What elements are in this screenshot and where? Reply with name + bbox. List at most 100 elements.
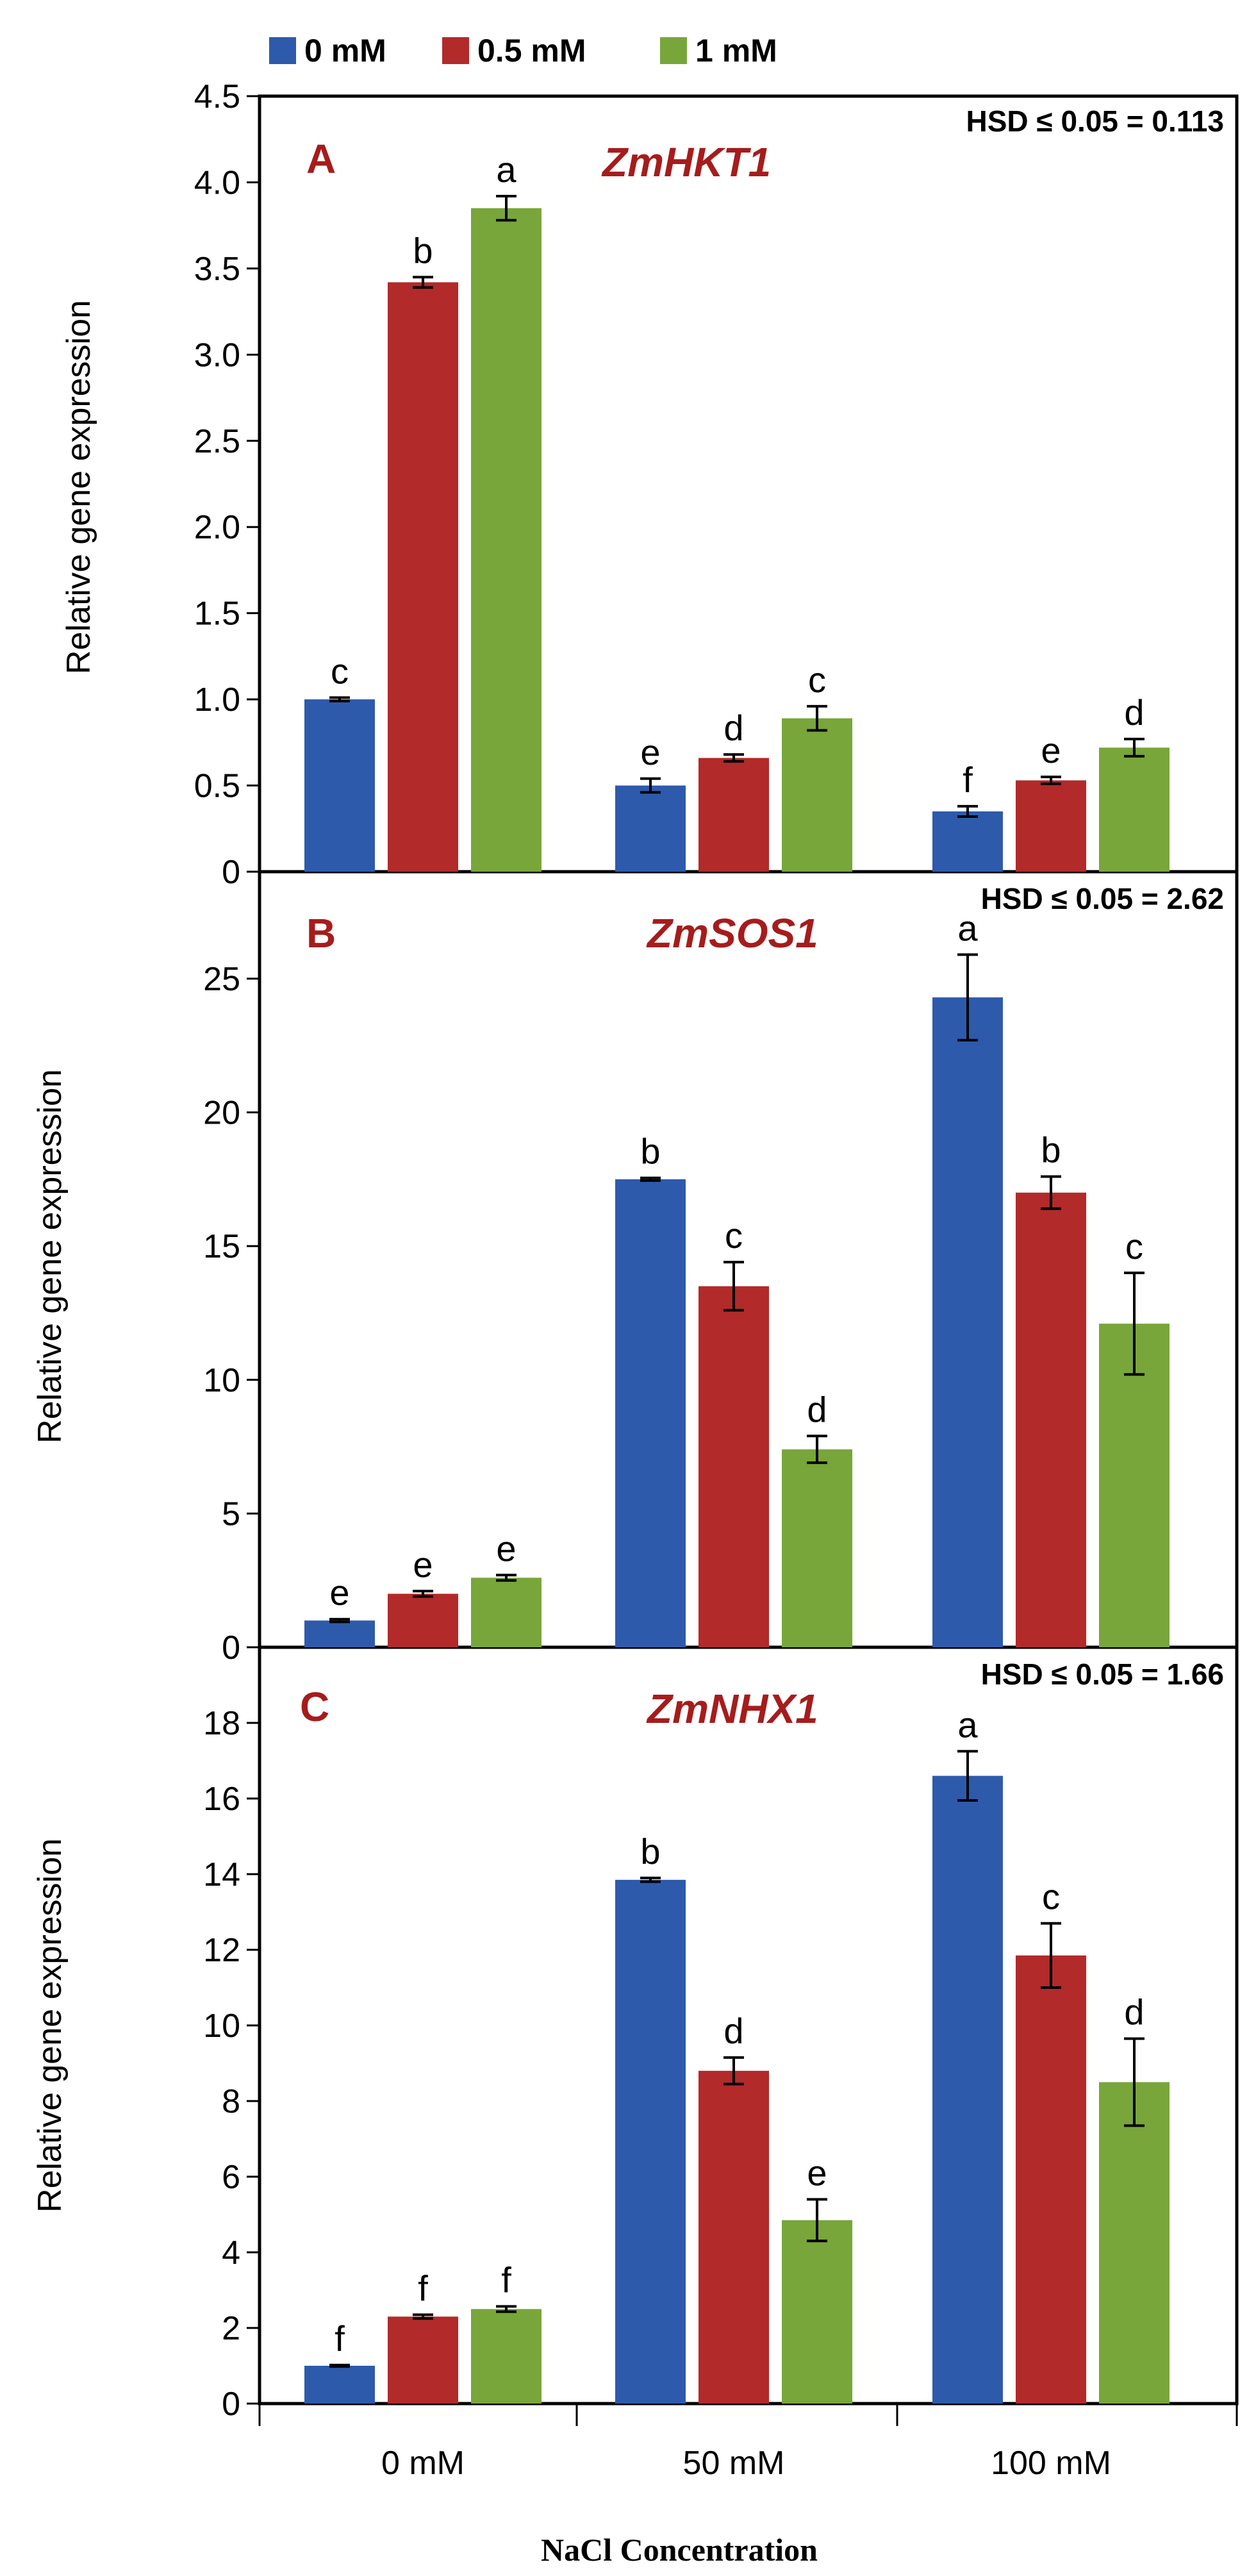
significance-letter: d: [723, 2011, 743, 2051]
panel-a-hsd: HSD ≤ 0.05 = 0.113: [966, 104, 1224, 138]
significance-letter: f: [501, 2259, 511, 2300]
significance-letter: d: [1124, 1992, 1144, 2032]
bar: [471, 1577, 541, 1647]
x-axis-title: NaCl Concentration: [541, 2532, 818, 2568]
bar: [1016, 1955, 1086, 2404]
bar: [782, 718, 852, 872]
panel-b-hsd: HSD ≤ 0.05 = 2.62: [981, 882, 1224, 915]
panel-c-ylabel: Relative gene expression: [31, 1838, 69, 2213]
significance-letter: a: [957, 1704, 978, 1745]
y-tick-label: 2.5: [194, 423, 240, 460]
y-tick-label: 1.5: [194, 595, 240, 633]
legend-swatch-1mm: [660, 37, 687, 64]
y-tick-label: 1.0: [194, 681, 240, 719]
y-tick-label: 6: [222, 2159, 240, 2196]
significance-letter: b: [1041, 1130, 1061, 1170]
significance-letter: c: [1042, 1877, 1060, 1917]
y-tick-label: 4.0: [194, 164, 240, 201]
y-tick-label: 10: [203, 1362, 240, 1399]
significance-letter: f: [335, 2318, 345, 2359]
y-tick-label: 10: [203, 2007, 240, 2045]
significance-letter: c: [331, 651, 349, 691]
y-tick-label: 4: [222, 2234, 240, 2272]
significance-letter: e: [807, 2152, 827, 2193]
bar: [1016, 1192, 1086, 1647]
y-tick-label: 25: [203, 961, 240, 998]
bar: [1099, 2082, 1170, 2404]
significance-letter: d: [807, 1389, 827, 1429]
bar: [388, 1593, 458, 1647]
y-tick-label: 2.0: [194, 509, 240, 546]
panel-c-label: C: [300, 1684, 329, 1730]
x-category-label-0mm: 0 mM: [381, 2445, 465, 2482]
bar: [304, 699, 375, 872]
significance-letter: e: [413, 1544, 433, 1584]
bar: [932, 1775, 1003, 2404]
y-tick-label: 0.5: [194, 768, 240, 805]
bar: [782, 1449, 852, 1647]
significance-letter: e: [496, 1528, 516, 1568]
significance-letter: b: [640, 1831, 660, 1872]
legend-swatch-05mm: [442, 37, 469, 64]
legend: 0 mM 0.5 mM 1 mM: [269, 33, 777, 69]
significance-letter: b: [640, 1131, 660, 1172]
bar: [1016, 780, 1086, 872]
bar: [388, 2316, 458, 2404]
y-tick-label: 0: [222, 2386, 240, 2423]
panel-c-hsd: HSD ≤ 0.05 = 1.66: [981, 1658, 1224, 1691]
significance-letter: f: [963, 760, 973, 800]
legend-label-1mm: 1 mM: [695, 33, 777, 69]
y-tick-label: 4.5: [194, 78, 240, 115]
bar: [699, 758, 769, 872]
significance-letter: e: [329, 1572, 349, 1613]
bar: [782, 2220, 852, 2404]
panel-b-label: B: [306, 910, 336, 956]
y-tick-label: 3.5: [194, 251, 240, 288]
significance-letter: c: [725, 1215, 743, 1256]
significance-letter: b: [413, 230, 433, 270]
significance-letter: d: [723, 708, 743, 748]
significance-letter: e: [640, 732, 660, 772]
bar: [615, 785, 686, 872]
y-tick-label: 14: [203, 1856, 240, 1893]
bar: [471, 2309, 541, 2404]
significance-letter: d: [1124, 692, 1144, 733]
significance-letter: c: [808, 660, 826, 700]
panel-a-ylabel: Relative gene expression: [60, 300, 97, 674]
y-tick-label: 5: [222, 1495, 240, 1533]
significance-letter: f: [418, 2268, 428, 2308]
panel-c-title: ZmNHX1: [646, 1686, 818, 1732]
legend-label-05mm: 0.5 mM: [477, 33, 586, 69]
panel-a-label: A: [306, 136, 336, 182]
bar: [615, 1179, 686, 1647]
significance-letter: a: [957, 908, 978, 948]
y-tick-label: 18: [203, 1705, 240, 1742]
y-tick-label: 2: [222, 2310, 240, 2347]
y-tick-label: 15: [203, 1228, 240, 1265]
y-tick-label: 3.0: [194, 337, 240, 374]
legend-swatch-0mm: [269, 37, 296, 64]
x-category-label-50mm: 50 mM: [683, 2445, 785, 2482]
panel-a-title: ZmHKT1: [601, 139, 771, 185]
bar: [932, 811, 1003, 872]
bar: [1099, 1324, 1170, 1647]
significance-letter: a: [496, 149, 517, 190]
x-category-label-100mm: 100 mM: [991, 2445, 1111, 2482]
y-tick-label: 20: [203, 1095, 240, 1132]
bar: [615, 1879, 686, 2404]
bar: [932, 997, 1003, 1647]
chart-marks: 0 0.5 1.0 1.5 2.0 2.5 3.0 3.5 4.0 4.5 c b a e d c f e d 0 5 1…: [194, 78, 1238, 2426]
y-tick-label: 16: [203, 1781, 240, 1818]
bar: [388, 282, 458, 872]
y-tick-label: 8: [222, 2083, 240, 2120]
significance-letter: e: [1041, 730, 1061, 770]
y-tick-label: 0: [222, 854, 240, 891]
bar: [304, 2366, 375, 2404]
y-tick-label: 12: [203, 1932, 240, 1969]
panel-b-title: ZmSOS1: [646, 910, 818, 956]
legend-label-0mm: 0 mM: [304, 33, 386, 69]
bar: [699, 2070, 769, 2404]
bar: [699, 1286, 769, 1647]
